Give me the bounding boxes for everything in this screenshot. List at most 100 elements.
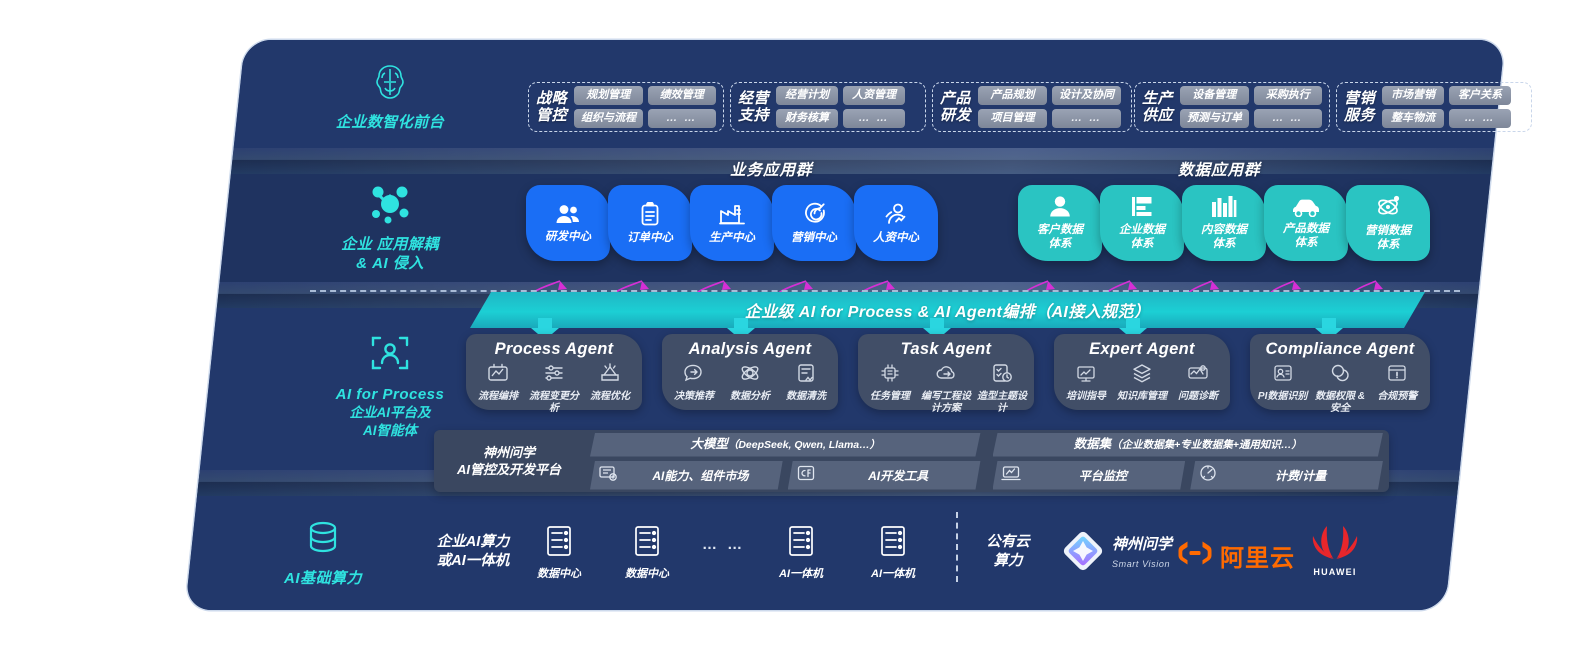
group-cell[interactable]: 采购执行 (1253, 86, 1322, 105)
ai-capability-market-cell[interactable]: AI能力、组件市场 (590, 460, 783, 490)
agent-item[interactable]: 流程变更分析 (526, 363, 581, 414)
dataset-sublabel: （企业数据集+专业数据集+通用知识…） (1111, 438, 1302, 451)
compute-node-label: AI一体机 (779, 568, 823, 580)
app-card-order-center[interactable]: 订单中心 (608, 185, 692, 261)
huawei-logo (1308, 524, 1362, 565)
group-cell-more[interactable]: … … (1253, 109, 1322, 128)
agent-item[interactable]: 流程编排 (470, 363, 525, 403)
top-group-production[interactable]: 生产 供应 设备管理 采购执行 预测与订单 … … (1134, 82, 1330, 132)
group-cell[interactable]: 客户关系 (1449, 86, 1512, 105)
group-cell-more[interactable]: … … (1449, 109, 1512, 128)
agent-item-label: 数据权限 & 安全 (1314, 391, 1365, 414)
server-icon (784, 526, 818, 562)
agent-item-label: 知识库管理 (1117, 391, 1167, 402)
agent-item[interactable]: 培训指导 (1058, 363, 1113, 403)
group-cell-more[interactable]: … … (647, 109, 716, 128)
target-icon (802, 201, 827, 226)
compute-node-dc-1[interactable]: 数据中心 (524, 524, 594, 581)
data-card-content[interactable]: 内容数据 体系 (1182, 185, 1266, 261)
group-cell[interactable]: 预测与订单 (1180, 109, 1249, 128)
vendor-sub: Smart Vision (1112, 558, 1171, 569)
group-cell[interactable]: 财务核算 (776, 109, 839, 128)
orchestration-banner[interactable]: 企业级 AI for Process & AI Agent编排（AI接入规范） (470, 292, 1425, 328)
top-group-marketing[interactable]: 营销 服务 市场营销 客户关系 整车物流 … … (1336, 82, 1532, 132)
group-title: 战略 管控 (536, 90, 568, 124)
compute-node-ai-2[interactable]: AI一体机 (858, 524, 928, 581)
group-cell[interactable]: 项目管理 (978, 109, 1048, 128)
top-group-operations[interactable]: 经营 支持 经营计划 人资管理 财务核算 … … (730, 82, 926, 132)
data-card-enterprise[interactable]: 企业数据 体系 (1100, 185, 1184, 261)
agent-item[interactable]: 造型主题设计 (974, 363, 1029, 414)
agent-item[interactable]: 决策推荐 (666, 363, 721, 403)
agent-panel-expert[interactable]: Expert Agent 培训指导 (1054, 334, 1230, 410)
agent-item[interactable]: 数据分析 (722, 363, 777, 403)
app-card-rnd-center[interactable]: 研发中心 (526, 185, 610, 261)
agent-panel-compliance[interactable]: Compliance Agent PI数据识别 (1250, 334, 1430, 414)
group-cell[interactable]: 绩效管理 (647, 86, 716, 105)
data-card-marketing[interactable]: 营销数据 体系 (1346, 185, 1430, 261)
group-cell[interactable]: 经营计划 (776, 86, 839, 105)
vendor-smartvision[interactable]: 神州问学 Smart Vision (1062, 530, 1172, 577)
agent-item[interactable]: 流程优化 (582, 363, 637, 403)
group-cell-more[interactable]: … … (843, 109, 906, 128)
agent-item[interactable]: 任务管理 (862, 363, 917, 403)
compute-divider (956, 512, 958, 582)
rail-ai-for-process: AI for Process 企业AI平台及 AI智能体 (300, 332, 480, 440)
app-card-production-center[interactable]: 生产中心 (690, 185, 774, 261)
group-cell[interactable]: 人资管理 (843, 86, 906, 105)
app-card-hr-center[interactable]: 人资中心 (854, 185, 938, 261)
group-title: 生产 供应 (1142, 90, 1174, 124)
data-card-customer[interactable]: 客户数据 体系 (1018, 185, 1102, 261)
agent-item[interactable]: 合规预警 (1369, 363, 1426, 403)
agent-item[interactable]: 问题诊断 (1170, 363, 1225, 403)
group-cell[interactable]: 设备管理 (1180, 86, 1249, 105)
ai-dev-tools-cell[interactable]: AI开发工具 (787, 460, 981, 490)
agent-item[interactable]: 数据权限 & 安全 (1312, 363, 1369, 414)
data-group-heading: 数据应用群 (1178, 162, 1261, 179)
server-icon (630, 526, 664, 562)
card-label: 产品数据 体系 (1283, 222, 1329, 249)
top-group-strategy[interactable]: 战略 管控 规划管理 绩效管理 组织与流程 … … (528, 82, 724, 132)
group-cell[interactable]: 组织与流程 (574, 109, 643, 128)
smartvision-logo (1062, 530, 1104, 577)
agent-item[interactable]: 数据清洗 (778, 363, 833, 403)
flow-chart-icon (487, 363, 509, 388)
agent-item-label: 问题诊断 (1178, 391, 1218, 402)
agent-item[interactable]: 知识库管理 (1114, 363, 1169, 403)
group-cell[interactable]: 整车物流 (1382, 109, 1445, 128)
llm-bar[interactable]: 大模型（DeepSeek, Qwen, Llama…） (590, 432, 981, 457)
group-cell[interactable]: 设计及协同 (1052, 86, 1122, 105)
billing-cell[interactable]: 计费/计量 (1190, 460, 1383, 490)
agent-item-label: 数据分析 (730, 391, 770, 402)
group-cell[interactable]: 规划管理 (574, 86, 643, 105)
agent-panel-process[interactable]: Process Agent 流程编排 (466, 334, 642, 414)
compute-node-dc-2[interactable]: 数据中心 (612, 524, 682, 581)
platform-strip[interactable]: 神州问学 AI管控及开发平台 大模型（DeepSeek, Qwen, Llama… (434, 430, 1389, 492)
top-group-rnd[interactable]: 产品 研发 产品规划 设计及协同 项目管理 … … (932, 82, 1132, 132)
group-cell[interactable]: 产品规划 (978, 86, 1048, 105)
app-card-marketing-center[interactable]: 营销中心 (772, 185, 856, 261)
agent-panel-task[interactable]: Task Agent 任务管理 (858, 334, 1034, 414)
agent-item[interactable]: PI数据识别 (1254, 363, 1311, 403)
group-cells: 市场营销 客户关系 整车物流 … … (1382, 86, 1512, 128)
compute-node-ai-1[interactable]: AI一体机 (766, 524, 836, 581)
platform-right-column: 数据集（企业数据集+专业数据集+通用知识…） 平台监控 (987, 432, 1390, 490)
person-scan-icon (300, 332, 480, 379)
dataset-bar[interactable]: 数据集（企业数据集+专业数据集+通用知识…） (992, 432, 1383, 457)
id-card-icon (1272, 363, 1294, 388)
agent-item[interactable]: 编写工程设计方案 (918, 363, 973, 414)
card-label: 研发中心 (545, 230, 591, 243)
group-cell[interactable]: 市场营销 (1382, 86, 1445, 105)
monitor-icon (1000, 464, 1021, 487)
group-cells: 产品规划 设计及协同 项目管理 … … (978, 86, 1122, 128)
platform-monitor-cell[interactable]: 平台监控 (992, 460, 1186, 490)
compute-node-label: 数据中心 (537, 568, 581, 580)
data-card-product[interactable]: 产品数据 体系 (1264, 185, 1348, 261)
vendor-name: 阿里云 (1220, 545, 1295, 572)
group-cells: 规划管理 绩效管理 组织与流程 … … (574, 86, 716, 128)
group-cell-more[interactable]: … … (1052, 109, 1122, 128)
vendor-alicloud[interactable]: 阿里云 (1178, 538, 1295, 573)
building-icon (1130, 195, 1154, 218)
vendor-huawei[interactable]: HUAWEI (1308, 524, 1362, 577)
agent-panel-analysis[interactable]: Analysis Agent 决策推荐 (662, 334, 838, 410)
